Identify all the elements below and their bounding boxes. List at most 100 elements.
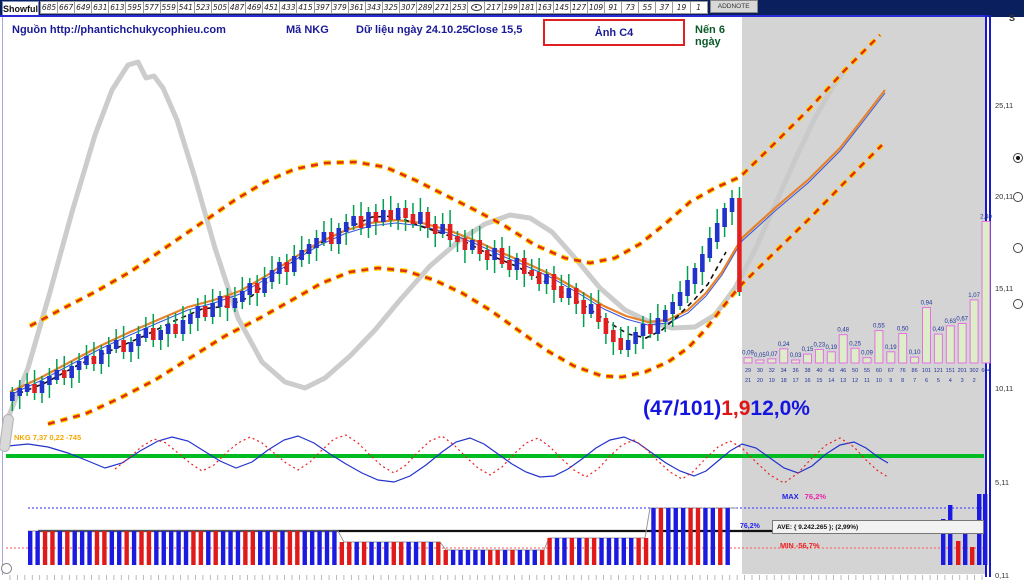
profile-bar <box>874 330 884 364</box>
scale-cell-1[interactable]: 1 <box>690 1 708 14</box>
scale-cell-469[interactable]: 469 <box>246 1 264 14</box>
profile-bar <box>803 353 812 364</box>
histogram-bar <box>65 531 70 565</box>
histogram-bar <box>191 531 196 565</box>
histogram-bar <box>443 550 448 565</box>
candle-body <box>700 254 705 272</box>
scale-cell-109[interactable]: 109 <box>588 1 606 14</box>
scale-cell-217[interactable]: 217 <box>485 1 503 14</box>
scale-cell-541[interactable]: 541 <box>177 1 195 14</box>
candle-body <box>76 361 82 370</box>
candle-body <box>492 248 497 260</box>
candle-body <box>351 216 356 226</box>
scale-cell-181[interactable]: 181 <box>519 1 537 14</box>
yaxis-label-5,11: 5,11 <box>995 478 1010 487</box>
scale-cell-91[interactable]: 91 <box>605 1 623 14</box>
profile-value: 0,50 <box>897 327 909 333</box>
oscillator-red-dotted <box>114 434 889 484</box>
annotation-value: 1,9 <box>721 397 751 420</box>
candle-body <box>573 288 579 304</box>
candle-body <box>529 270 534 276</box>
profile-value: 0,49 <box>933 327 945 333</box>
histogram-bar <box>124 531 129 565</box>
profile-value: 0,23 <box>814 342 826 348</box>
source-link[interactable]: Nguồn http://phantichchukycophieu.com <box>12 24 226 36</box>
histogram-bar <box>480 550 486 565</box>
candle-body <box>737 198 742 292</box>
scale-radio[interactable] <box>1013 299 1023 309</box>
scale-cell-451[interactable]: 451 <box>263 1 281 14</box>
scale-cell-649[interactable]: 649 <box>75 1 93 14</box>
scale-cell-631[interactable]: 631 <box>92 1 110 14</box>
scale-cell-199[interactable]: 199 <box>502 1 520 14</box>
profile-bar <box>850 347 860 364</box>
histogram-bar <box>473 550 478 565</box>
profile-tick-row1: 38 <box>804 368 810 374</box>
scale-cell-415[interactable]: 415 <box>297 1 315 14</box>
scale-radio-selected[interactable] <box>1013 153 1023 163</box>
scale-cell-37[interactable]: 37 <box>656 1 674 14</box>
candle-body <box>284 262 290 272</box>
left-border-line <box>2 17 3 575</box>
histogram-bar <box>629 538 634 565</box>
profile-tick-row1: 604 <box>981 368 990 374</box>
scale-cell-127[interactable]: 127 <box>570 1 588 14</box>
scale-cell-73[interactable]: 73 <box>622 1 640 14</box>
scale-cell-325[interactable]: 325 <box>382 1 400 14</box>
scale-radio[interactable] <box>1013 192 1023 202</box>
histogram-bar <box>517 550 523 565</box>
histogram-bar <box>406 542 411 565</box>
scale-cell-595[interactable]: 595 <box>126 1 144 14</box>
scale-cell-271[interactable]: 271 <box>434 1 452 14</box>
histogram-bar <box>117 531 122 565</box>
histogram-bar <box>666 508 671 565</box>
scale-cell-343[interactable]: 343 <box>365 1 383 14</box>
histogram-bar <box>198 531 204 565</box>
scale-cell-505[interactable]: 505 <box>211 1 230 14</box>
histogram-bar <box>428 542 434 565</box>
addnote-button[interactable]: ADDNOTE <box>709 0 758 13</box>
scale-cell-613[interactable]: 613 <box>109 1 127 14</box>
scale-radio[interactable] <box>1013 243 1023 253</box>
histogram-bar <box>651 508 656 565</box>
profile-tick-row2: 1 <box>984 378 987 384</box>
scale-cell-523[interactable]: 523 <box>194 1 212 14</box>
scale-cell-307[interactable]: 307 <box>399 1 418 14</box>
max-row: MAX 76,2% <box>782 492 826 501</box>
histogram-bar <box>458 550 463 565</box>
scale-cell-19[interactable]: 19 <box>673 1 691 14</box>
scale-cell-361[interactable]: 361 <box>348 1 366 14</box>
scale-cell-379[interactable]: 379 <box>331 1 349 14</box>
histogram-bar <box>673 508 678 565</box>
candle-body <box>559 286 564 298</box>
candle-body <box>470 240 475 250</box>
scale-cell-559[interactable]: 559 <box>160 1 178 14</box>
candle-body <box>625 340 631 350</box>
histogram-bar <box>384 542 389 565</box>
candle-body <box>262 278 267 293</box>
histogram-bar <box>206 531 211 565</box>
scale-cell-253[interactable]: 253 <box>451 1 469 14</box>
candle-body <box>395 208 401 220</box>
profile-bar <box>981 220 991 364</box>
candle-body <box>343 222 349 232</box>
candle-body <box>544 274 549 284</box>
scale-cell-145[interactable]: 145 <box>553 1 571 14</box>
scale-cell-397[interactable]: 397 <box>314 1 332 14</box>
scale-cell-667[interactable]: 667 <box>58 1 76 14</box>
histogram-bar <box>280 531 285 565</box>
candle-body <box>425 212 431 228</box>
scale-cell-685[interactable]: 685 <box>40 1 59 14</box>
scale-cell-577[interactable]: 577 <box>143 1 161 14</box>
scale-cell-433[interactable]: 433 <box>280 1 298 14</box>
scale-cell-163[interactable]: 163 <box>536 1 554 14</box>
eye-icon[interactable] <box>468 1 486 14</box>
scale-cell-55[interactable]: 55 <box>639 1 657 14</box>
histogram-bar <box>725 508 730 565</box>
profile-bar <box>933 333 943 364</box>
candle-body <box>225 296 230 308</box>
corner-handle[interactable] <box>1 563 12 574</box>
scale-cell-487[interactable]: 487 <box>229 1 247 14</box>
max-label: MAX <box>782 492 799 501</box>
scale-cell-289[interactable]: 289 <box>417 1 435 14</box>
